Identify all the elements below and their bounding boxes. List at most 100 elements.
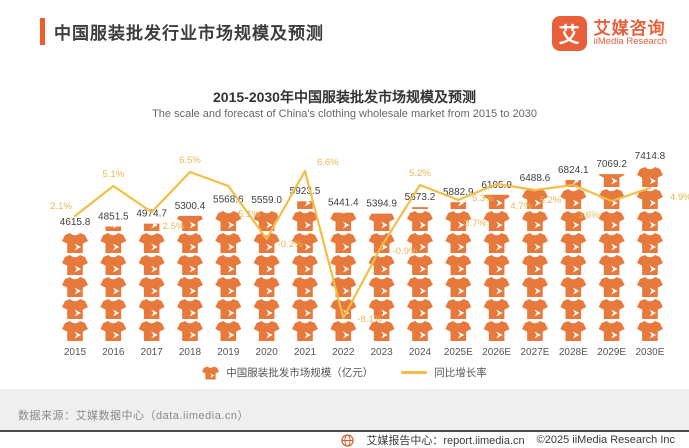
- clothes-icon: [138, 299, 165, 319]
- growth-line: [73, 169, 652, 320]
- clothes-icon: [406, 211, 433, 231]
- clothes-icon: [636, 299, 663, 319]
- clothes-icon: [560, 189, 587, 209]
- x-axis-label: 2018: [179, 347, 202, 358]
- growth-label: 6.5%: [179, 155, 201, 166]
- clothes-icon: [406, 277, 433, 297]
- growth-label: 4.9%: [670, 192, 689, 203]
- x-axis-label: 2026E: [482, 347, 511, 358]
- clothes-icon: [483, 255, 510, 275]
- clothes-icon: [215, 277, 242, 297]
- bar-2015: 4615.8 2015: [60, 217, 91, 358]
- clothes-icon: [176, 255, 203, 275]
- clothes-icon: [368, 233, 395, 253]
- source-band: 数据来源：艾媒数据中心（data.iimedia.cn）: [0, 389, 689, 430]
- clothes-icon: [330, 255, 357, 275]
- bar-2025E: 5882.9 2025E: [443, 187, 474, 358]
- clothes-icon: [368, 213, 395, 231]
- clothes-icon: [406, 321, 433, 341]
- bar-2017: 4974.7 2017: [136, 209, 167, 358]
- bar-value-label: 5441.4: [328, 198, 359, 209]
- growth-label: -0.9%: [393, 246, 418, 257]
- clothes-icon: [291, 211, 318, 231]
- clothes-icon: [598, 255, 625, 275]
- clothes-icon: [100, 299, 127, 319]
- bar-value-label: 5568.6: [213, 195, 244, 206]
- x-axis-label: 2028E: [559, 347, 588, 358]
- x-axis-label: 2017: [141, 347, 164, 358]
- clothes-icon: [636, 321, 663, 341]
- clothes-icon: [202, 365, 220, 380]
- clothes-icon: [636, 167, 663, 187]
- growth-label: 5.3%: [472, 193, 494, 204]
- clothes-icon: [215, 233, 242, 253]
- clothes-icon: [521, 299, 548, 319]
- clothes-icon: [176, 299, 203, 319]
- clothes-icon: [636, 277, 663, 297]
- growth-label: 5.2%: [409, 168, 431, 179]
- bar-value-label: 5923.5: [290, 186, 321, 197]
- clothes-icon: [253, 321, 280, 341]
- x-axis-label: 2020: [256, 347, 279, 358]
- clothes-icon: [483, 211, 510, 231]
- clothes-icon: [521, 211, 548, 231]
- clothes-icon: [330, 233, 357, 253]
- bar-value-label: 5882.9: [443, 187, 474, 198]
- clothes-icon: [598, 233, 625, 253]
- legend-label-line: 同比增长率: [434, 367, 487, 379]
- clothes-icon: [445, 233, 472, 253]
- chart-title: 2015-2030年中国服装批发市场规模及预测: [213, 89, 476, 105]
- clothes-icon: [598, 277, 625, 297]
- chart-svg: 4615.8 2015 4851.5 2016 4974.7 2017 5300.4 2018…: [50, 151, 689, 358]
- clothes-icon: [176, 233, 203, 253]
- legend-line-swatch: [401, 371, 428, 374]
- clothes-icon: [483, 277, 510, 297]
- growth-label: 3.6%: [578, 210, 600, 221]
- growth-label: 3.7%: [464, 218, 486, 229]
- clothes-icon: [636, 233, 663, 253]
- x-axis-label: 2021: [294, 347, 317, 358]
- clothes-icon: [636, 211, 663, 231]
- growth-label: -0.2%: [278, 239, 303, 250]
- clothes-icon: [138, 321, 165, 341]
- growth-label: 5.2%: [540, 195, 562, 206]
- bar-value-label: 4974.7: [136, 209, 167, 220]
- clothes-icon: [560, 255, 587, 275]
- clothes-icon: [368, 277, 395, 297]
- copyright: ©2025 iiMedia Research Inc: [536, 434, 675, 446]
- growth-label: 5.1%: [238, 209, 260, 220]
- bar-2019: 5568.6 2019: [213, 195, 244, 358]
- bar-2022: 5441.4 2022: [328, 198, 359, 358]
- clothes-icon: [253, 233, 280, 253]
- clothes-icon: [291, 321, 318, 341]
- clothes-icon: [62, 299, 88, 319]
- clothes-icon: [62, 321, 88, 341]
- clothes-icon: [445, 277, 472, 297]
- bar-2024: 5673.2 2024: [405, 192, 436, 358]
- x-axis-label: 2025E: [444, 347, 473, 358]
- bar-2028E: 6824.1 2028E: [558, 165, 589, 358]
- x-axis-label: 2027E: [520, 347, 549, 358]
- clothes-icon: [215, 321, 242, 341]
- clothes-icon: [445, 321, 472, 341]
- footer-divider: [0, 430, 689, 432]
- clothes-icon: [100, 233, 127, 253]
- chart-legend: 中国服装批发市场规模（亿元） 同比增长率: [0, 365, 689, 380]
- data-source: 数据来源：艾媒数据中心（data.iimedia.cn）: [18, 410, 249, 422]
- clothes-icon: [598, 299, 625, 319]
- bar-value-label: 5394.9: [366, 199, 397, 210]
- clothes-icon: [483, 321, 510, 341]
- growth-label: 5.1%: [103, 169, 125, 180]
- bar-2023: 5394.9 2023: [366, 199, 397, 358]
- brand-name-en: iiMedia Research: [593, 36, 667, 48]
- x-axis-label: 2030E: [635, 347, 664, 358]
- x-axis-label: 2016: [102, 347, 125, 358]
- clothes-icon: [253, 277, 280, 297]
- bar-value-label: 6824.1: [558, 165, 589, 176]
- clothes-icon: [291, 277, 318, 297]
- clothes-icon: [521, 321, 548, 341]
- bar-2018: 5300.4 2018: [175, 201, 206, 358]
- footer: 艾媒报告中心：report.iimedia.cn ©2025 iiMedia R…: [0, 432, 689, 448]
- clothes-icon: [406, 299, 433, 319]
